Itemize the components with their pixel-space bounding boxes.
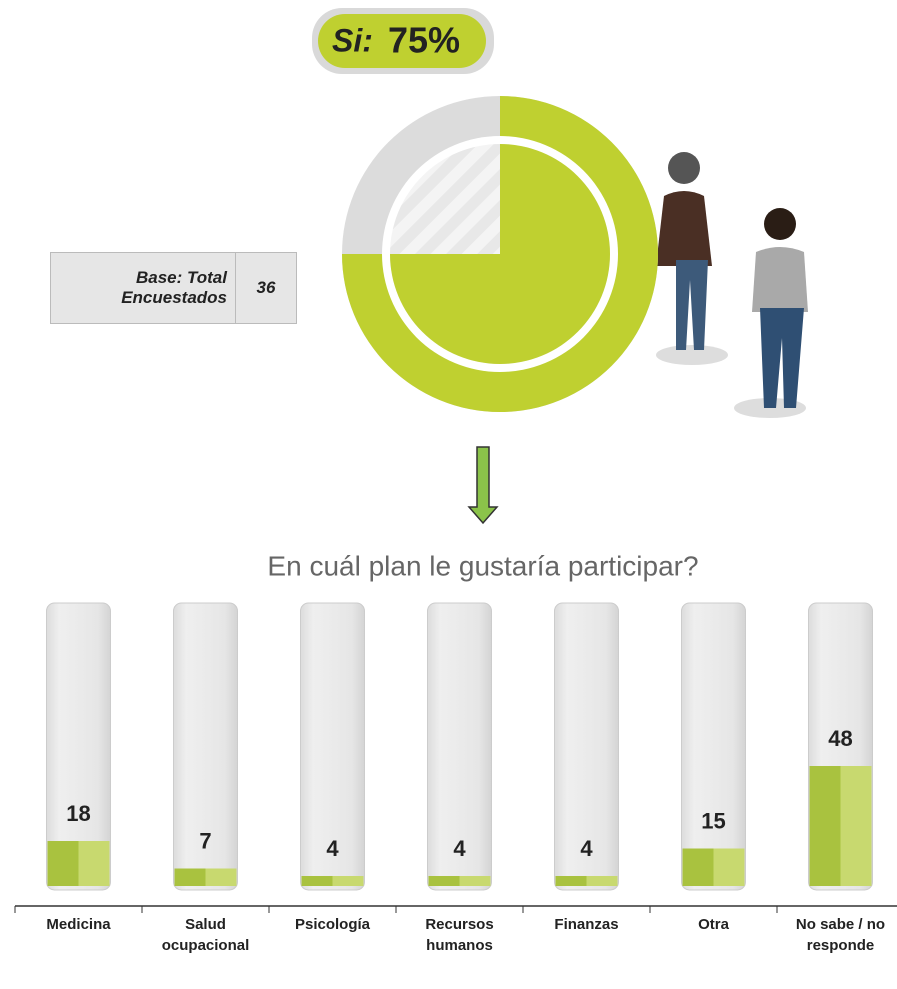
category-label: No sabe / no responde [781,914,897,956]
base-box: Base: Total Encuestados 36 [50,252,297,324]
value-label: 15 [701,808,725,833]
category-label: Recursos humanos [400,914,520,956]
bar [175,869,237,887]
base-value: 36 [236,253,296,323]
bar [683,849,745,887]
badge-label: Si: [332,22,373,58]
value-label: 48 [828,726,852,751]
bar [556,876,618,886]
category-label: Salud ocupacional [146,914,266,956]
value-label: 4 [326,836,339,861]
tube [682,603,746,890]
category-label: Otra [654,914,774,935]
value-label: 18 [66,801,90,826]
category-label: Medicina [19,914,139,935]
bar [810,766,872,886]
arrow [469,447,497,523]
value-label: 4 [580,836,593,861]
bar [302,876,364,886]
bar [429,876,491,886]
category-label: Psicología [273,914,393,935]
value-label: 4 [453,836,466,861]
chart-title: En cuál plan le gustaría participar? [267,550,698,581]
badge-value: 75% [388,20,460,61]
value-label: 7 [199,828,211,853]
illustration [656,152,808,418]
page: Si: 75% En cuál plan le gustaría partici… [0,0,897,989]
base-label: Base: Total Encuestados [51,253,236,323]
bar [48,841,110,886]
chart: Si: 75% En cuál plan le gustaría partici… [0,0,897,989]
category-label: Finanzas [527,914,647,935]
